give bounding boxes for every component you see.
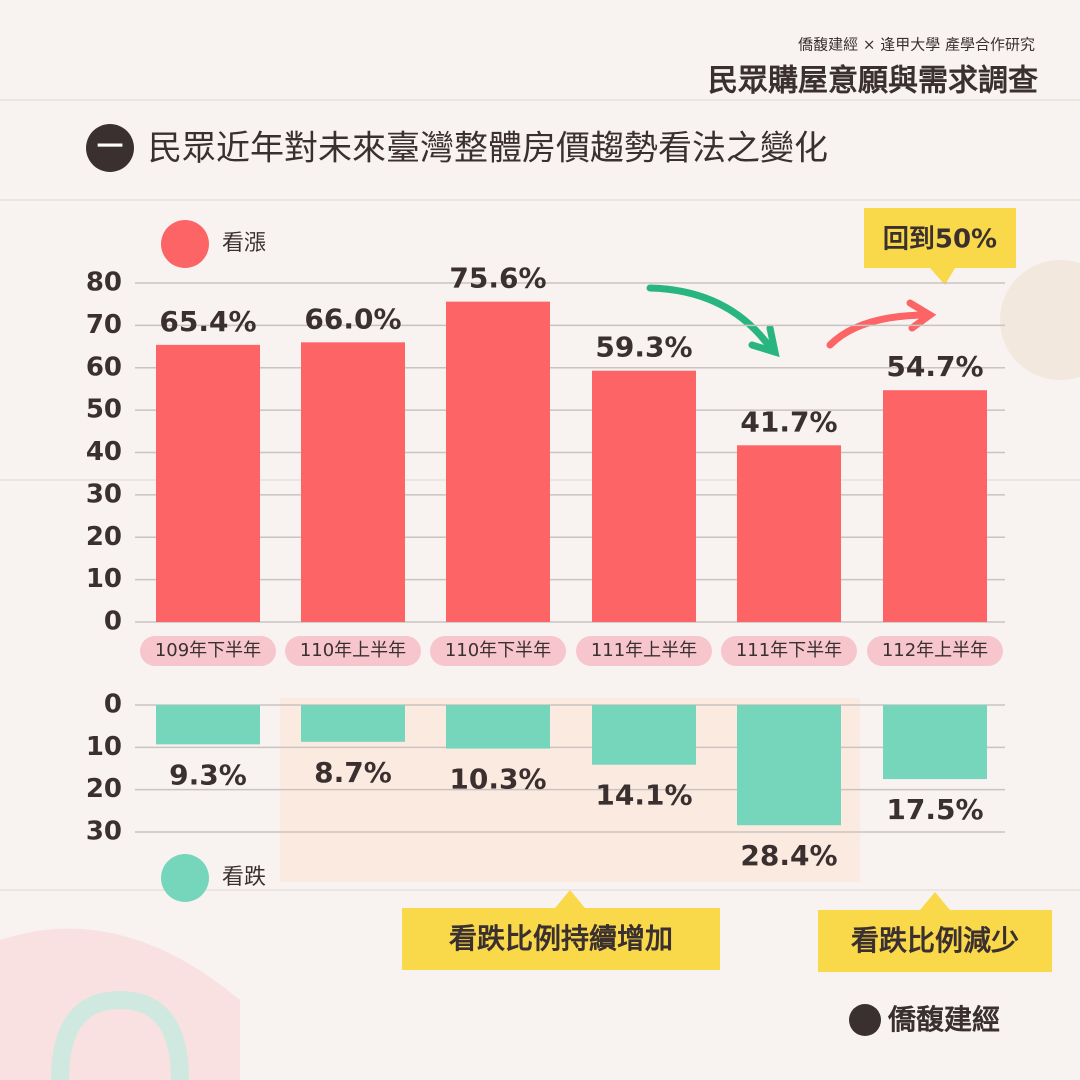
callout-pointer (555, 890, 585, 908)
legend-label: 看跌 (222, 865, 266, 890)
callout-pointer (920, 892, 950, 910)
value-label: 8.7% (314, 756, 392, 789)
y-tick-label: 0 (104, 607, 122, 637)
value-label: 9.3% (169, 758, 247, 791)
bar (156, 705, 260, 745)
y-tick-label: 0 (104, 690, 122, 720)
bar (737, 705, 841, 826)
x-tick-label: 110年上半年 (300, 640, 406, 661)
down-arrow-head (748, 324, 780, 358)
bar (156, 344, 260, 622)
bar (883, 390, 987, 622)
value-label: 59.3% (595, 331, 692, 364)
value-label: 66.0% (304, 302, 401, 335)
logo-text: 僑馥建經 (887, 1003, 1000, 1036)
y-tick-label: 70 (86, 310, 122, 340)
legend-marker (161, 854, 209, 902)
legend-label: 看漲 (222, 231, 266, 256)
category-pill (285, 636, 421, 666)
down-arrow (646, 284, 776, 354)
y-tick-label: 60 (86, 352, 122, 382)
up-arrow (826, 311, 932, 349)
bar (592, 370, 696, 622)
callout-pointer (930, 268, 955, 285)
x-tick-label: 111年下半年 (736, 640, 842, 661)
up-arrow-head (906, 299, 937, 332)
header-title: 民眾購屋意願與需求調查 (708, 64, 1038, 99)
callout-text: 看跌比例減少 (851, 924, 1019, 957)
callout-box (818, 910, 1052, 972)
y-tick-label: 40 (86, 437, 122, 467)
value-label: 28.4% (740, 839, 837, 872)
value-label: 14.1% (595, 779, 692, 812)
bar (737, 445, 841, 622)
legend-marker (161, 220, 209, 268)
y-tick-label: 50 (86, 395, 122, 425)
x-tick-label: 111年上半年 (591, 640, 697, 661)
category-pill (140, 636, 276, 666)
y-tick-label: 80 (86, 268, 122, 298)
value-label: 10.3% (449, 763, 546, 796)
section-number: 一 (97, 133, 123, 163)
bar (446, 301, 550, 622)
value-label: 17.5% (886, 793, 983, 826)
category-pill (867, 636, 1003, 666)
bar (446, 705, 550, 749)
y-tick-label: 30 (86, 817, 122, 847)
logo-icon (849, 1004, 881, 1036)
y-tick-label: 30 (86, 479, 122, 509)
value-label: 75.6% (449, 262, 546, 295)
bar (301, 342, 405, 622)
bar (301, 705, 405, 742)
x-tick-label: 109年下半年 (155, 640, 261, 661)
category-pill (430, 636, 566, 666)
y-tick-label: 10 (86, 732, 122, 762)
callout-box (864, 208, 1016, 268)
value-label: 54.7% (886, 350, 983, 383)
callout-box (402, 908, 720, 970)
y-tick-label: 10 (86, 564, 122, 594)
y-tick-label: 20 (86, 522, 122, 552)
bar (883, 705, 987, 780)
callout-text: 看跌比例持續增加 (449, 922, 673, 955)
decor-circle (1000, 260, 1080, 380)
bar (592, 705, 696, 765)
x-tick-label: 110年下半年 (445, 640, 551, 661)
section-title: 民眾近年對未來臺灣整體房價趨勢看法之變化 (148, 129, 828, 169)
callout-text: 回到50% (883, 225, 997, 255)
y-tick-label: 20 (86, 774, 122, 804)
decor-rainbow (51, 990, 189, 1080)
value-label: 41.7% (740, 405, 837, 438)
value-label: 65.4% (159, 305, 256, 338)
section-badge (86, 124, 134, 172)
x-tick-label: 112年上半年 (882, 640, 988, 661)
header-org: 僑馥建經 × 逢甲大學 產學合作研究 (798, 36, 1035, 54)
category-pill (576, 636, 712, 666)
category-pill (721, 636, 857, 666)
